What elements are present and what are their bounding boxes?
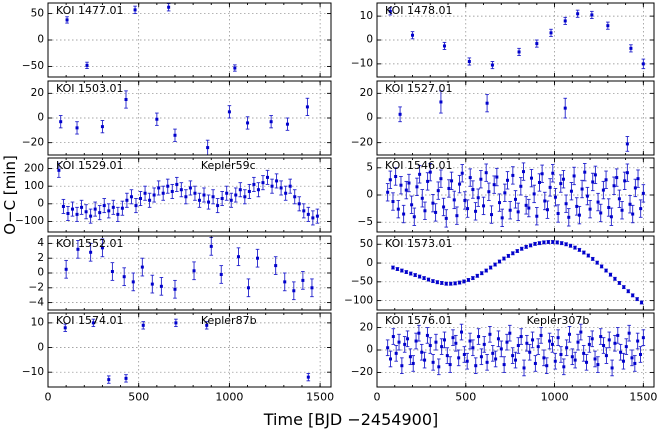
y-axis-label: O−C [min]	[1, 155, 19, 235]
x-axis-label: Time [BJD −2454900]	[263, 410, 439, 429]
